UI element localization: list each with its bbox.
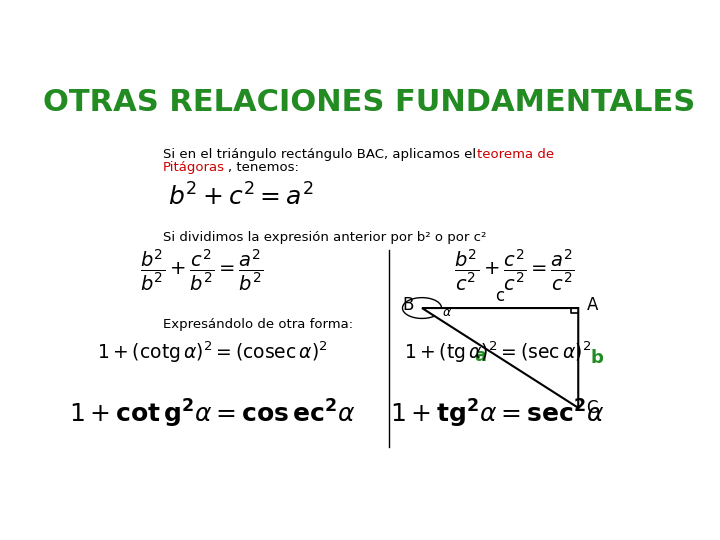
Text: A: A: [587, 296, 598, 314]
Text: $1 + \left(\mathrm{tg}\,\alpha\right)^2 = \left(\mathrm{sec}\,\alpha\right)^2$: $1 + \left(\mathrm{tg}\,\alpha\right)^2 …: [404, 339, 591, 364]
Text: $\dfrac{b^2}{c^2} + \dfrac{c^2}{c^2} = \dfrac{a^2}{c^2}$: $\dfrac{b^2}{c^2} + \dfrac{c^2}{c^2} = \…: [454, 248, 575, 293]
Text: b: b: [590, 349, 603, 367]
Text: OTRAS RELACIONES FUNDAMENTALES: OTRAS RELACIONES FUNDAMENTALES: [43, 87, 695, 117]
Text: $1 + \mathbf{cot\,g}^{\mathbf{2}}\alpha = \mathbf{cos\,ec}^{\mathbf{2}}\alpha$: $1 + \mathbf{cot\,g}^{\mathbf{2}}\alpha …: [69, 397, 356, 430]
Text: $\alpha$: $\alpha$: [442, 306, 452, 319]
Text: Expresándolo de otra forma:: Expresándolo de otra forma:: [163, 319, 353, 332]
Text: $1 + \left(\mathrm{cotg}\,\alpha\right)^2 = \left(\mathrm{cosec}\,\alpha\right)^: $1 + \left(\mathrm{cotg}\,\alpha\right)^…: [97, 339, 328, 364]
Text: c: c: [495, 287, 505, 306]
Text: Si dividimos la expresión anterior por b² o por c²: Si dividimos la expresión anterior por b…: [163, 231, 486, 244]
Text: Si en el triángulo rectángulo BAC, aplicamos el: Si en el triángulo rectángulo BAC, aplic…: [163, 148, 480, 161]
Text: $1 + \mathbf{tg}^{\mathbf{2}}\alpha = \mathbf{sec}^{\mathbf{2}}\alpha$: $1 + \mathbf{tg}^{\mathbf{2}}\alpha = \m…: [390, 397, 605, 430]
Text: teorema de: teorema de: [477, 148, 554, 161]
Text: , tenemos:: , tenemos:: [228, 161, 299, 174]
Text: a: a: [474, 347, 487, 365]
Text: $\dfrac{b^2}{b^2} + \dfrac{c^2}{b^2} = \dfrac{a^2}{b^2}$: $\dfrac{b^2}{b^2} + \dfrac{c^2}{b^2} = \…: [140, 248, 264, 293]
Text: B: B: [402, 296, 414, 314]
Text: Pitágoras: Pitágoras: [163, 161, 225, 174]
Text: C: C: [587, 399, 598, 417]
Text: $b^2 + c^2 = a^2$: $b^2 + c^2 = a^2$: [168, 183, 313, 211]
